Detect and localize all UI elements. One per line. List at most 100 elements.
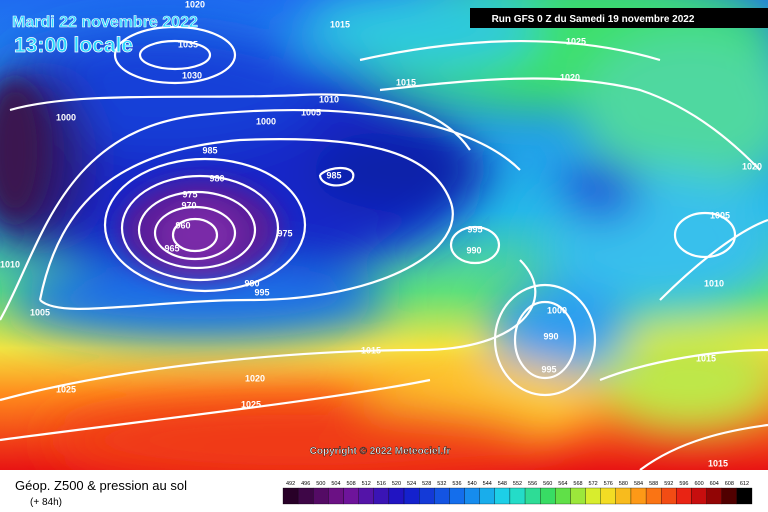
pressure-label: 1015 (330, 19, 350, 29)
pressure-label: 1000 (256, 116, 276, 126)
pressure-label: 1025 (566, 36, 586, 46)
copyright: Copyright © 2022 Meteociel.fr (310, 446, 451, 457)
scale-swatch (449, 487, 465, 505)
pressure-label: 1020 (245, 373, 265, 383)
pressure-label: 1000 (56, 112, 76, 122)
scale-swatch (600, 487, 616, 505)
scale-swatch (494, 487, 511, 505)
pressure-label: 1015 (696, 353, 716, 363)
scale-swatch (721, 487, 738, 505)
pressure-label: 1010 (319, 94, 339, 104)
pressure-label: 995 (541, 364, 556, 374)
footer-title: Géop. Z500 & pression au sol (15, 478, 187, 493)
pressure-label: 995 (467, 224, 482, 234)
pressure-label: 1020 (742, 161, 762, 171)
pressure-label: 1010 (704, 278, 724, 288)
scale-label: 504 (331, 481, 340, 487)
pressure-label: 1005 (301, 107, 321, 117)
pressure-label: 960 (175, 220, 190, 230)
scale-label: 548 (498, 481, 507, 487)
pressure-label: 965 (164, 243, 179, 253)
footer-lead: (+ 84h) (30, 497, 62, 508)
pressure-label: 990 (244, 278, 259, 288)
scale-label: 572 (589, 481, 598, 487)
scale-swatch (328, 487, 344, 505)
scale-swatch (540, 487, 556, 505)
pressure-label: 1015 (708, 458, 728, 468)
scale-swatch (388, 487, 405, 505)
scale-label: 500 (316, 481, 325, 487)
scale-label: 560 (543, 481, 552, 487)
scale-swatch (676, 487, 692, 505)
scale-swatch (691, 487, 707, 505)
pressure-label: 970 (181, 200, 196, 210)
pressure-label: 1025 (56, 384, 76, 394)
scale-swatch (706, 487, 722, 505)
pressure-label: 1030 (182, 70, 202, 80)
scale-label: 604 (710, 481, 719, 487)
scale-swatch (661, 487, 677, 505)
scale-label: 492 (286, 481, 295, 487)
run: Run GFS 0 Z du Samedi 19 novembre 2022 (492, 14, 695, 25)
scale-label: 552 (513, 481, 522, 487)
scale-label: 600 (694, 481, 703, 487)
scale-swatch (403, 487, 420, 505)
date: Mardi 22 novembre 2022 (12, 14, 198, 31)
scale-swatch (736, 487, 753, 505)
pressure-label: 1010 (0, 259, 20, 269)
pressure-label: 990 (543, 331, 558, 341)
isobars (0, 25, 768, 470)
scale-swatch (313, 487, 329, 505)
scale-label: 608 (725, 481, 734, 487)
pressure-label: 995 (254, 287, 269, 297)
scale-swatch (555, 487, 571, 505)
scale-label: 584 (634, 481, 643, 487)
pressure-label: 1005 (30, 307, 50, 317)
scale-swatch (615, 487, 632, 505)
scale-swatch (373, 487, 390, 505)
scale-swatch (434, 487, 450, 505)
scale-label: 612 (740, 481, 749, 487)
pressure-label: 1035 (178, 39, 198, 49)
pressure-label: 1015 (396, 77, 416, 87)
run-box (470, 8, 768, 28)
pressure-label: 1025 (241, 399, 261, 409)
scale-label: 544 (483, 481, 492, 487)
scale-label: 592 (664, 481, 673, 487)
scale-swatch (419, 487, 435, 505)
scale-swatch (509, 487, 526, 505)
field: 1020 1015 1035 1030 1025 1020 1015 1010 … (0, 0, 768, 470)
scale-label: 564 (558, 481, 567, 487)
pressure-label: 1000 (547, 305, 567, 315)
scale-swatch (464, 487, 480, 505)
scale-label: 520 (392, 481, 401, 487)
scale-label: 532 (437, 481, 446, 487)
scale-label: 516 (377, 481, 386, 487)
scale-swatch (358, 487, 374, 505)
scale-label: 568 (573, 481, 582, 487)
scale-swatch (524, 487, 541, 505)
pressure-label: 990 (466, 245, 481, 255)
scale-label: 508 (346, 481, 355, 487)
scale-swatch (282, 487, 299, 505)
scale-label: 580 (619, 481, 628, 487)
pressure-label: 1005 (710, 210, 730, 220)
pressure-label: 985 (202, 145, 217, 155)
pressure-label: 1015 (361, 345, 381, 355)
pressure-label: 975 (277, 228, 292, 238)
pressure-labels: 1020 1015 1035 1030 1025 1020 1015 1010 … (0, 0, 762, 468)
scale-swatch (343, 487, 359, 505)
scale-swatch (585, 487, 601, 505)
color-scale: 492 496 500 504 508 512 516 520 524 528 532 536 540 5… (282, 481, 753, 505)
scale-label: 576 (604, 481, 613, 487)
pressure-label: 1020 (560, 72, 580, 82)
scale-label: 496 (301, 481, 310, 487)
time: 13:00 locale (14, 34, 133, 57)
scale-label: 528 (422, 481, 431, 487)
scale-label: 524 (407, 481, 416, 487)
pressure-label: 980 (209, 173, 224, 183)
scale-label: 512 (362, 481, 371, 487)
